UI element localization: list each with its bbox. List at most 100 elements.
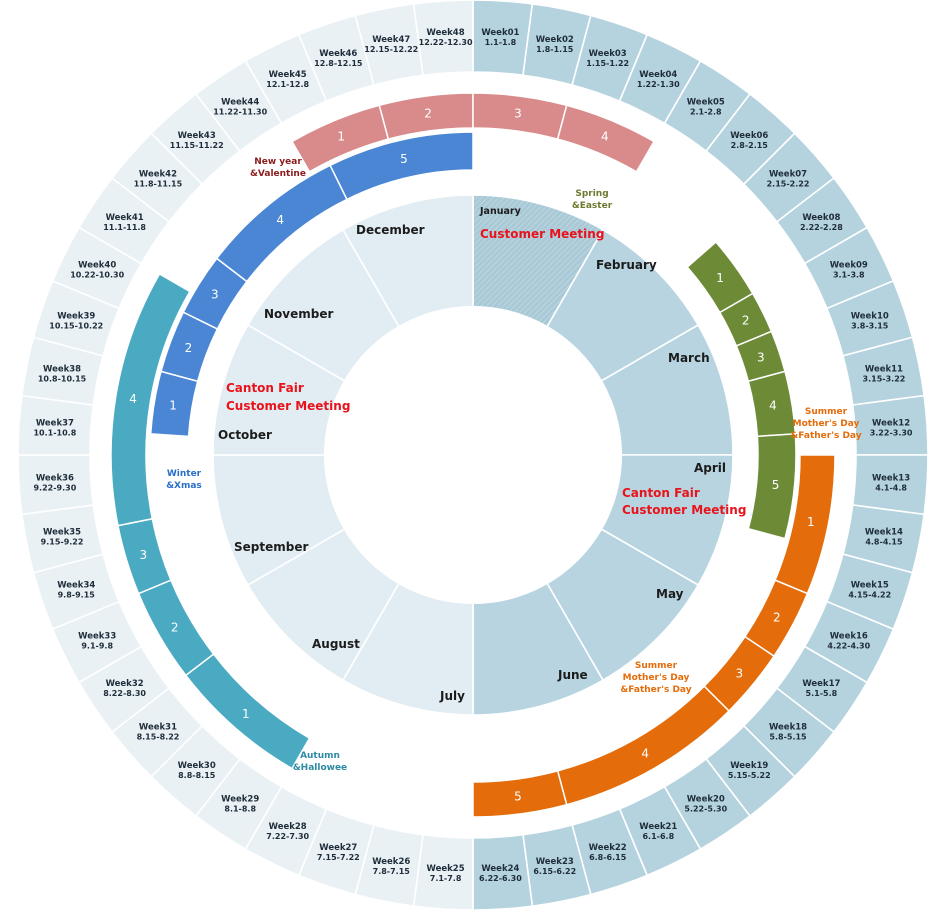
event-labels: Customer Meeting Canton Fair Customer Me… bbox=[226, 227, 746, 517]
week-dates: 9.1-9.8 bbox=[81, 641, 113, 650]
week-label: Week09 bbox=[830, 261, 868, 271]
week-label: Week43 bbox=[178, 131, 216, 141]
month-label-april: April bbox=[694, 461, 726, 475]
season-arc-new-year-valentine: 1 2 3 4 bbox=[290, 92, 656, 173]
week-label: Week33 bbox=[78, 631, 116, 641]
week-dates: 5.1-5.8 bbox=[806, 689, 838, 698]
week-dates: 2.1-2.8 bbox=[690, 108, 722, 117]
week-dates: 2.8-2.15 bbox=[731, 141, 769, 150]
event-label-october-meeting: Customer Meeting bbox=[226, 399, 350, 413]
week-cell bbox=[412, 0, 474, 77]
center-disc bbox=[324, 306, 622, 604]
week-dates: 9.22-9.30 bbox=[33, 483, 76, 492]
month-label-october: October bbox=[218, 428, 272, 442]
month-label-november: November bbox=[264, 307, 333, 321]
month-label-august: August bbox=[312, 637, 360, 651]
week-label: Week05 bbox=[687, 98, 725, 108]
week-dates: 1.1-1.8 bbox=[485, 38, 517, 47]
week-label: Week38 bbox=[43, 364, 81, 374]
week-dates: 9.15-9.22 bbox=[41, 538, 84, 547]
season-labels: New year&Valentine Spring&Easter Summer Mot… bbox=[166, 157, 862, 773]
season-segment-number: 2 bbox=[742, 314, 750, 328]
week-label: Week48 bbox=[427, 28, 465, 38]
season-segment-number: 1 bbox=[337, 130, 345, 144]
week-dates: 10.1-10.8 bbox=[33, 429, 76, 438]
week-dates: 11.1-11.8 bbox=[103, 223, 146, 232]
week-dates: 3.15-3.22 bbox=[863, 374, 906, 383]
week-dates: 10.22-10.30 bbox=[70, 271, 124, 280]
week-dates: 12.22-12.30 bbox=[419, 38, 473, 47]
week-label: Week34 bbox=[57, 581, 95, 591]
event-label-january: Customer Meeting bbox=[480, 227, 604, 241]
week-label: Week47 bbox=[372, 35, 410, 45]
week-dates: 7.22-7.30 bbox=[266, 832, 309, 841]
week-dates: 2.22-2.28 bbox=[800, 223, 843, 232]
week-dates: 5.8-5.15 bbox=[769, 732, 807, 741]
week-dates: 10.15-10.22 bbox=[49, 321, 103, 330]
week-label: Week30 bbox=[178, 761, 216, 771]
season-arc-spring-easter: 1 2 3 4 5 bbox=[686, 240, 797, 540]
month-label-march: March bbox=[668, 351, 710, 365]
week-dates: 4.15-4.22 bbox=[848, 591, 891, 600]
week-label: Week11 bbox=[865, 364, 903, 374]
season-label-summer-inner: Mother's Day bbox=[623, 673, 690, 683]
week-dates: 4.1-4.8 bbox=[875, 483, 907, 492]
week-label: Week37 bbox=[36, 419, 74, 429]
week-dates: 7.15-7.22 bbox=[317, 853, 360, 862]
week-label: Week42 bbox=[139, 170, 177, 180]
week-label: Week23 bbox=[536, 857, 574, 867]
week-dates: 4.22-4.30 bbox=[827, 641, 870, 650]
week-label: Week19 bbox=[730, 761, 768, 771]
season-label-summer-inner: &Father's Day bbox=[620, 685, 691, 695]
season-arcs: 123412345123451234123412345 bbox=[110, 92, 836, 818]
event-label-april-fair: Canton Fair bbox=[622, 486, 700, 500]
season-segment-number: 3 bbox=[140, 548, 148, 562]
week-dates: 11.22-11.30 bbox=[213, 108, 267, 117]
season-segment bbox=[472, 769, 568, 818]
month-label-july: July bbox=[439, 689, 465, 703]
month-label-january: January bbox=[479, 206, 522, 217]
season-segment-number: 4 bbox=[601, 130, 609, 144]
week-dates: 12.1-12.8 bbox=[266, 80, 309, 89]
season-label-spring-easter: &Easter bbox=[572, 201, 613, 211]
season-segment bbox=[747, 433, 797, 540]
week-dates: 8.15-8.22 bbox=[137, 732, 180, 741]
week-label: Week14 bbox=[865, 528, 903, 538]
week-dates: 12.15-12.22 bbox=[364, 45, 418, 54]
week-label: Week24 bbox=[481, 864, 519, 874]
week-dates: 10.8-10.15 bbox=[38, 374, 87, 383]
month-label-september: September bbox=[234, 540, 308, 554]
week-label: Week39 bbox=[57, 311, 95, 321]
season-label-summer-inner: Summer bbox=[635, 661, 678, 671]
week-label: Week26 bbox=[372, 857, 410, 867]
week-label: Week07 bbox=[769, 170, 807, 180]
week-label: Week32 bbox=[106, 679, 144, 689]
week-label: Week21 bbox=[639, 822, 677, 832]
season-label-summer-outer: Mother's Day bbox=[793, 419, 860, 429]
week-label: Week40 bbox=[78, 261, 116, 271]
week-label: Week25 bbox=[427, 864, 465, 874]
week-label: Week18 bbox=[769, 722, 807, 732]
season-label-autumn-halloween: &Hallowee bbox=[293, 763, 347, 773]
week-label: Week17 bbox=[802, 679, 840, 689]
season-arc-winter-xmas: 1 2 3 4 5 bbox=[149, 131, 474, 438]
week-dates: 11.8-11.15 bbox=[134, 180, 183, 189]
season-segment bbox=[110, 272, 191, 527]
month-label-june: June bbox=[557, 668, 588, 682]
week-label: Week08 bbox=[802, 213, 840, 223]
season-segment-number: 2 bbox=[773, 610, 781, 624]
week-label: Week13 bbox=[872, 473, 910, 483]
season-segment-number: 2 bbox=[185, 341, 193, 355]
season-segment-number: 5 bbox=[400, 152, 408, 166]
week-dates: 5.15-5.22 bbox=[728, 771, 771, 780]
week-dates: 3.8-3.15 bbox=[851, 321, 889, 330]
week-label: Week20 bbox=[687, 794, 725, 804]
week-dates: 8.1-8.8 bbox=[224, 804, 256, 813]
week-label: Week44 bbox=[221, 98, 259, 108]
season-label-new-year-valentine: &Valentine bbox=[250, 169, 306, 179]
week-dates: 2.15-2.22 bbox=[767, 180, 810, 189]
season-segment-number: 1 bbox=[716, 271, 724, 285]
season-label-summer-outer: Summer bbox=[805, 407, 848, 417]
week-dates: 3.22-3.30 bbox=[870, 429, 913, 438]
